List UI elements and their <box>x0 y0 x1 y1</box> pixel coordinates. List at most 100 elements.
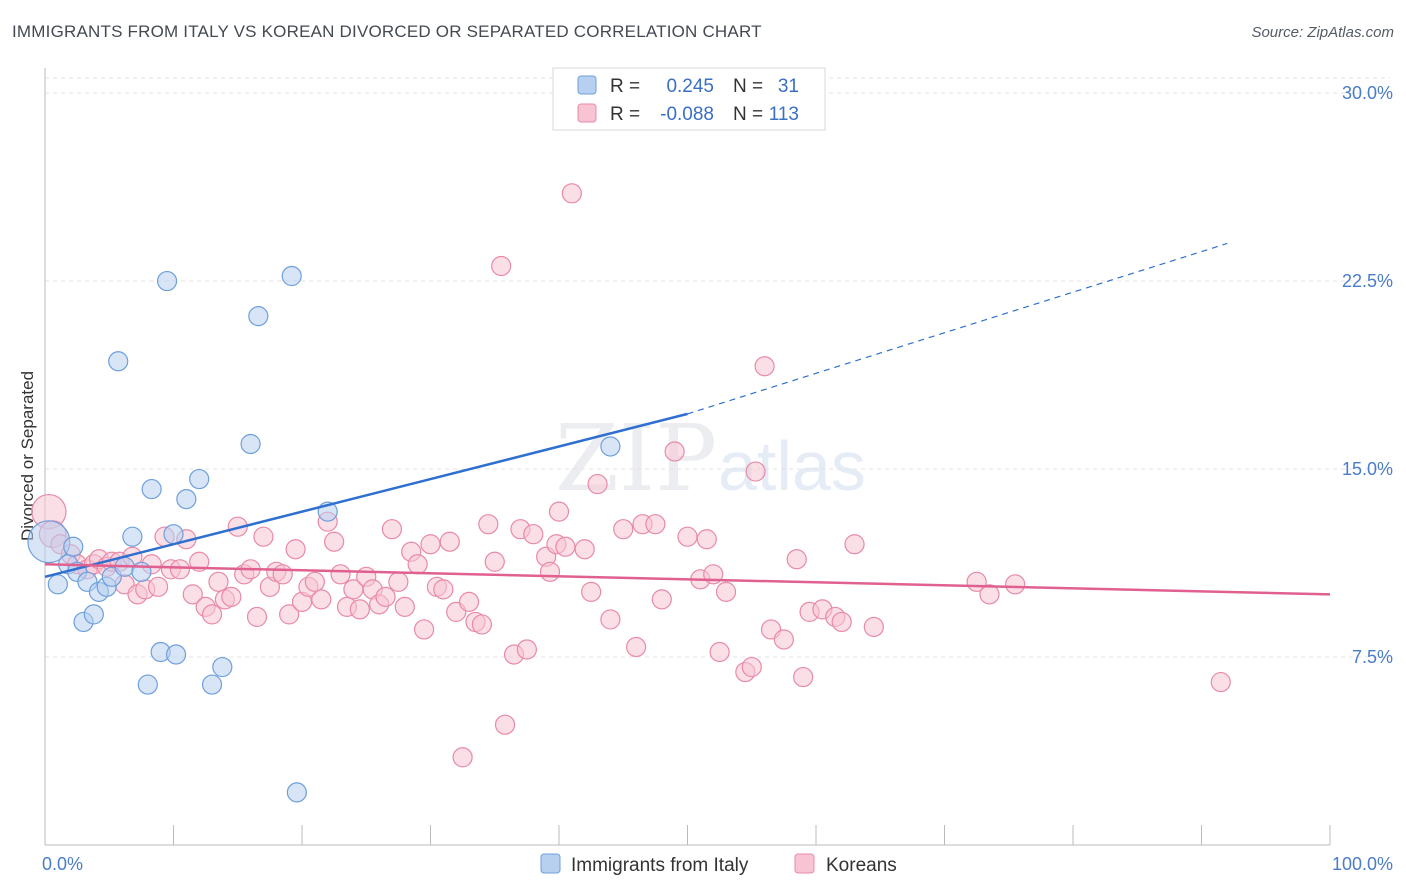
korean-point <box>471 614 492 635</box>
korean-point <box>844 534 865 555</box>
korean-point <box>555 536 576 557</box>
korean-point <box>696 529 717 550</box>
korean-point <box>715 581 737 602</box>
x-ticks <box>44 825 1331 845</box>
legend-r-label-korean: R = <box>610 104 640 125</box>
series-legend-swatch-italy <box>540 853 561 874</box>
korean-points <box>31 183 1231 768</box>
trend-lines <box>44 242 1331 596</box>
italy-point <box>281 265 302 287</box>
italy-trend-extension <box>687 242 1228 415</box>
korean-point <box>831 611 852 633</box>
italy-point <box>240 433 261 455</box>
korean-point <box>484 551 505 572</box>
korean-point <box>548 501 570 522</box>
italy-trend-line <box>44 412 688 579</box>
korean-point <box>189 551 210 572</box>
korean-point <box>433 579 454 600</box>
korean-point <box>388 571 409 592</box>
korean-point <box>420 534 441 555</box>
series-legend: Immigrants from Italy Koreans <box>540 853 897 876</box>
italy-point <box>248 306 269 327</box>
korean-trend-line <box>44 563 1331 596</box>
y-tick-label: 22.5% <box>1342 271 1393 291</box>
korean-point <box>709 641 730 663</box>
legend-n-label-italy: N = <box>733 76 763 97</box>
stats-legend-box <box>552 67 826 131</box>
italy-point <box>137 674 158 695</box>
korean-point <box>279 604 300 625</box>
y-tick-label: 15.0% <box>1342 459 1393 479</box>
korean-point <box>677 526 698 547</box>
korean-point <box>773 629 794 650</box>
korean-point <box>651 589 672 610</box>
legend-swatch-korean <box>577 103 597 123</box>
italy-point <box>286 782 307 803</box>
legend-n-label-korean: N = <box>733 104 763 125</box>
korean-point <box>979 584 1000 605</box>
korean-point <box>253 526 274 547</box>
legend-r-label-italy: R = <box>610 76 640 97</box>
korean-point <box>523 524 544 545</box>
korean-point <box>439 531 460 552</box>
korean-point <box>613 519 634 540</box>
y-axis-title: Divorced or Separated <box>18 371 37 541</box>
korean-point <box>304 571 325 592</box>
korean-point <box>786 549 807 570</box>
italy-point <box>212 656 233 678</box>
chart-title: IMMIGRANTS FROM ITALY VS KOREAN DIVORCED… <box>12 22 762 41</box>
series-legend-label-italy: Immigrants from Italy <box>571 855 749 876</box>
korean-point <box>208 571 229 592</box>
korean-point <box>272 564 293 585</box>
italy-points <box>27 265 621 803</box>
italy-point <box>63 536 84 557</box>
korean-point <box>863 616 884 638</box>
italy-point <box>108 351 129 372</box>
korean-point <box>645 514 666 535</box>
korean-point <box>793 666 814 688</box>
korean-point <box>407 554 428 575</box>
watermark-atlas: atlas <box>718 427 866 505</box>
korean-point <box>394 596 415 617</box>
korean-point <box>285 539 306 560</box>
korean-point <box>381 519 403 540</box>
korean-point <box>452 747 473 768</box>
x-tick-label-max: 100.0% <box>1332 854 1393 874</box>
legend-r-value-korean: -0.088 <box>660 104 714 125</box>
korean-point <box>574 539 595 560</box>
italy-point <box>83 604 104 625</box>
korean-point <box>494 714 516 735</box>
korean-point <box>581 581 602 602</box>
italy-point <box>600 436 621 457</box>
korean-point <box>741 656 762 678</box>
korean-point <box>516 639 537 660</box>
korean-point <box>349 599 370 620</box>
korean-point <box>413 619 435 640</box>
korean-point <box>587 473 608 495</box>
korean-point <box>375 586 396 607</box>
italy-point <box>176 489 197 510</box>
korean-point <box>491 255 512 277</box>
korean-point <box>169 559 191 580</box>
korean-point <box>539 561 561 582</box>
korean-point <box>246 606 268 628</box>
korean-point <box>664 441 685 462</box>
italy-point <box>201 674 223 695</box>
korean-point <box>745 461 766 482</box>
korean-point <box>182 584 203 605</box>
legend-n-value-korean: 113 <box>769 104 799 125</box>
korean-point <box>324 531 345 552</box>
y-tick-label: 7.5% <box>1352 647 1393 667</box>
korean-point <box>1210 671 1231 693</box>
korean-point <box>311 589 332 610</box>
korean-point <box>561 183 582 204</box>
italy-point <box>189 468 210 490</box>
italy-point <box>47 574 68 595</box>
series-legend-swatch-korean <box>794 853 815 874</box>
italy-point <box>165 644 187 665</box>
legend-n-value-italy: 31 <box>778 76 799 97</box>
korean-point <box>147 576 169 597</box>
watermark: ZIP atlas <box>555 405 866 512</box>
italy-point <box>122 526 143 547</box>
